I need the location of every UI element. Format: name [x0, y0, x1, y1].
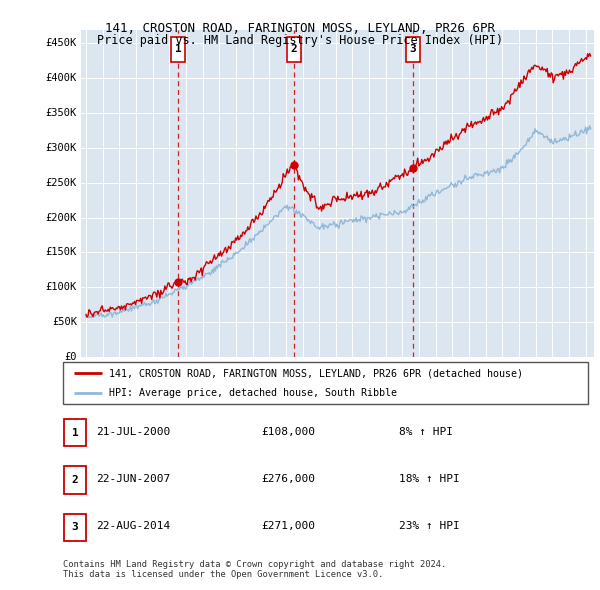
Text: £0: £0	[64, 352, 77, 362]
Text: £150K: £150K	[46, 247, 77, 257]
Text: £200K: £200K	[46, 212, 77, 222]
Text: £271,000: £271,000	[261, 522, 315, 531]
Text: 141, CROSTON ROAD, FARINGTON MOSS, LEYLAND, PR26 6PR: 141, CROSTON ROAD, FARINGTON MOSS, LEYLA…	[105, 22, 495, 35]
Text: 21-JUL-2000: 21-JUL-2000	[96, 427, 170, 437]
Text: 2: 2	[71, 475, 79, 485]
Text: 2: 2	[290, 44, 297, 54]
Text: £50K: £50K	[52, 317, 77, 327]
Text: 22-AUG-2014: 22-AUG-2014	[96, 522, 170, 531]
Text: £400K: £400K	[46, 73, 77, 83]
Bar	[287, 37, 301, 62]
Text: Contains HM Land Registry data © Crown copyright and database right 2024.
This d: Contains HM Land Registry data © Crown c…	[63, 560, 446, 579]
Text: 3: 3	[71, 522, 79, 532]
Text: 141, CROSTON ROAD, FARINGTON MOSS, LEYLAND, PR26 6PR (detached house): 141, CROSTON ROAD, FARINGTON MOSS, LEYLA…	[109, 368, 523, 378]
Bar	[406, 37, 420, 62]
Text: HPI: Average price, detached house, South Ribble: HPI: Average price, detached house, Sout…	[109, 388, 397, 398]
Text: 3: 3	[410, 44, 416, 54]
Text: £250K: £250K	[46, 178, 77, 188]
Text: 22-JUN-2007: 22-JUN-2007	[96, 474, 170, 484]
Text: 1: 1	[175, 44, 182, 54]
Text: £300K: £300K	[46, 143, 77, 153]
Text: £276,000: £276,000	[261, 474, 315, 484]
Text: 23% ↑ HPI: 23% ↑ HPI	[399, 522, 460, 531]
Text: £108,000: £108,000	[261, 427, 315, 437]
Text: £100K: £100K	[46, 282, 77, 292]
Text: 1: 1	[71, 428, 79, 438]
Text: £350K: £350K	[46, 108, 77, 118]
Bar	[172, 37, 185, 62]
Text: Price paid vs. HM Land Registry's House Price Index (HPI): Price paid vs. HM Land Registry's House …	[97, 34, 503, 47]
Text: £450K: £450K	[46, 38, 77, 48]
Text: 8% ↑ HPI: 8% ↑ HPI	[399, 427, 453, 437]
Text: 18% ↑ HPI: 18% ↑ HPI	[399, 474, 460, 484]
